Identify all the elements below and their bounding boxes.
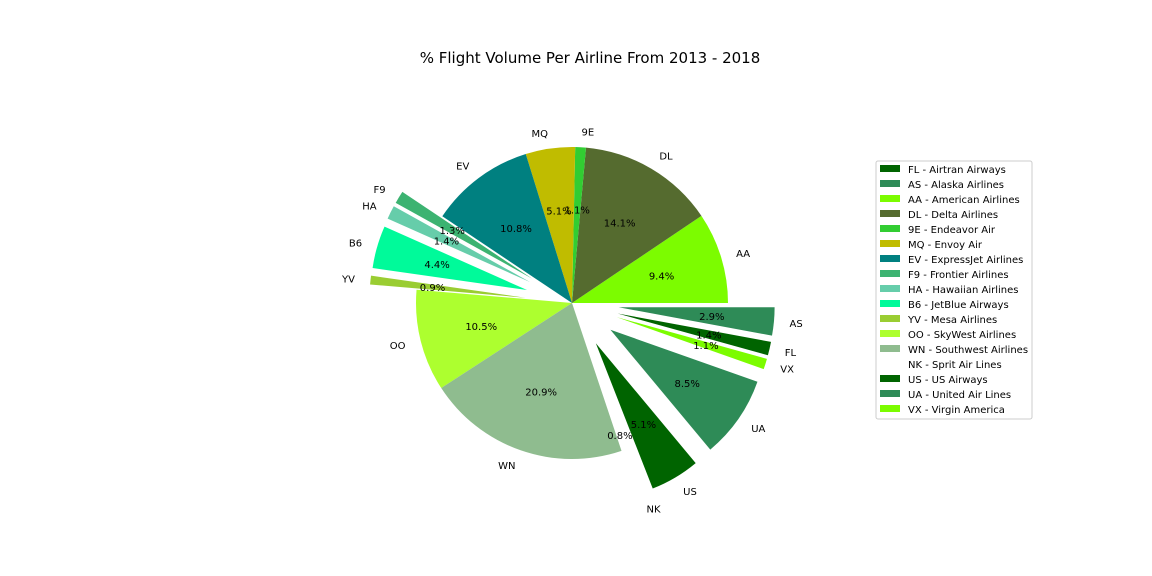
- legend-label-9e: 9E - Endeavor Air: [908, 225, 996, 236]
- pie-slice-wn: [441, 303, 622, 459]
- slice-pct-9e: 1.1%: [564, 206, 589, 217]
- legend-label-ev: EV - ExpressJet Airlines: [908, 255, 1023, 266]
- chart-title: % Flight Volume Per Airline From 2013 - …: [420, 49, 761, 67]
- slice-label-ev: EV: [456, 161, 469, 172]
- slice-label-as: AS: [789, 319, 802, 330]
- legend-frame: [875, 160, 1033, 420]
- slice-pct-mq: 5.1%: [546, 206, 571, 217]
- pie-slice-b6: [372, 226, 528, 291]
- legend-swatch-ev: [880, 255, 900, 262]
- legend-label-yv: YV - Mesa Airlines: [907, 315, 997, 326]
- slice-label-mq: MQ: [532, 129, 549, 140]
- pie-slice-fl: [617, 313, 772, 356]
- slice-pct-fl: 1.4%: [696, 331, 721, 342]
- pie-slice-oo: [416, 289, 572, 389]
- legend-swatch-as: [880, 180, 900, 187]
- legend-swatch-vx: [880, 405, 900, 412]
- slice-label-oo: OO: [390, 341, 406, 352]
- legend-label-b6: B6 - JetBlue Airways: [908, 300, 1009, 311]
- legend-label-us: US - US Airways: [908, 375, 988, 386]
- slice-pct-ua: 8.5%: [675, 379, 700, 390]
- slice-label-fl: FL: [785, 348, 797, 359]
- pie-slices: [370, 146, 775, 495]
- pie-slice-us: [595, 343, 696, 489]
- slice-label-ha: HA: [362, 201, 377, 212]
- pie-slice-mq: [525, 146, 576, 303]
- slice-label-f9: F9: [373, 185, 385, 196]
- slice-pct-ha: 1.4%: [434, 236, 459, 247]
- slice-label-dl: DL: [659, 151, 673, 162]
- slice-pct-wn: 20.9%: [525, 387, 557, 398]
- legend-swatch-us: [880, 375, 900, 382]
- slice-label-yv: YV: [341, 274, 355, 285]
- legend-label-oo: OO - SkyWest Airlines: [908, 330, 1016, 341]
- pie-slice-ev: [442, 154, 572, 303]
- pie-slice-9e: [572, 147, 586, 303]
- pie-slice-aa: [572, 215, 728, 303]
- legend-swatch-b6: [880, 300, 900, 307]
- legend-swatch-mq: [880, 240, 900, 247]
- pie-slice-f9: [395, 191, 533, 279]
- slice-pct-f9: 1.3%: [439, 226, 464, 237]
- legend-swatch-f9: [880, 270, 900, 277]
- slice-pct-yv: 0.9%: [420, 283, 445, 294]
- slice-pct-dl: 14.1%: [604, 218, 636, 229]
- slice-label-aa: AA: [736, 249, 750, 260]
- legend-label-fl: FL - Airtran Airways: [908, 165, 1006, 176]
- legend-swatch-ua: [880, 390, 900, 397]
- pie-slice-yv: [370, 275, 526, 298]
- pie-slice-dl: [572, 147, 702, 303]
- legend-swatch-wn: [880, 345, 900, 352]
- slice-label-b6: B6: [349, 239, 362, 250]
- slice-pct-nk: 0.8%: [607, 431, 632, 442]
- slice-pct-aa: 9.4%: [649, 272, 674, 283]
- legend-label-mq: MQ - Envoy Air: [908, 240, 983, 251]
- pie-slice-ua: [610, 329, 758, 450]
- slice-pct-as: 2.9%: [699, 312, 724, 323]
- legend: FL - Airtran Airways AS - Alaska Airlines…: [875, 160, 1033, 420]
- legend-swatch-nk: [880, 360, 900, 367]
- slice-label-ua: UA: [751, 424, 765, 435]
- slice-label-9e: 9E: [581, 128, 594, 139]
- slice-pct-vx: 1.1%: [693, 341, 718, 352]
- slice-pct-b6: 4.4%: [424, 260, 449, 271]
- legend-label-ha: HA - Hawaiian Airlines: [908, 285, 1018, 296]
- slice-pct-us: 5.1%: [631, 420, 656, 431]
- slice-label-us: US: [683, 487, 697, 498]
- legend-label-vx: VX - Virgin America: [908, 405, 1005, 416]
- legend-swatch-yv: [880, 315, 900, 322]
- pie-slice-nk: [587, 346, 645, 495]
- slice-label-nk: NK: [647, 504, 661, 515]
- pie-slice-ha: [387, 206, 531, 283]
- slice-pct-oo: 10.5%: [465, 322, 497, 333]
- legend-label-wn: WN - Southwest Airlines: [908, 345, 1028, 356]
- legend-swatch-dl: [880, 210, 900, 217]
- legend-swatch-fl: [880, 165, 900, 172]
- legend-swatch-oo: [880, 330, 900, 337]
- pie-slice-as: [618, 307, 775, 336]
- pie-slice-vx: [616, 317, 767, 370]
- legend-label-as: AS - Alaska Airlines: [908, 180, 1004, 191]
- legend-label-aa: AA - American Airlines: [908, 195, 1020, 206]
- legend-label-f9: F9 - Frontier Airlines: [908, 270, 1009, 281]
- legend-swatch-9e: [880, 225, 900, 232]
- pie-labels: AA 9.4% DL 14.1% 9E 1.1% MQ 5.1% EV 10.8% F9 1.3% HA…: [341, 128, 803, 516]
- slice-label-wn: WN: [498, 461, 515, 472]
- legend-swatch-aa: [880, 195, 900, 202]
- slice-pct-ev: 10.8%: [500, 224, 532, 235]
- legend-label-ua: UA - United Air Lines: [908, 390, 1011, 401]
- legend-label-nk: NK - Sprit Air Lines: [908, 360, 1002, 371]
- slice-label-vx: VX: [780, 365, 794, 376]
- legend-label-dl: DL - Delta Airlines: [908, 210, 998, 221]
- legend-swatch-ha: [880, 285, 900, 292]
